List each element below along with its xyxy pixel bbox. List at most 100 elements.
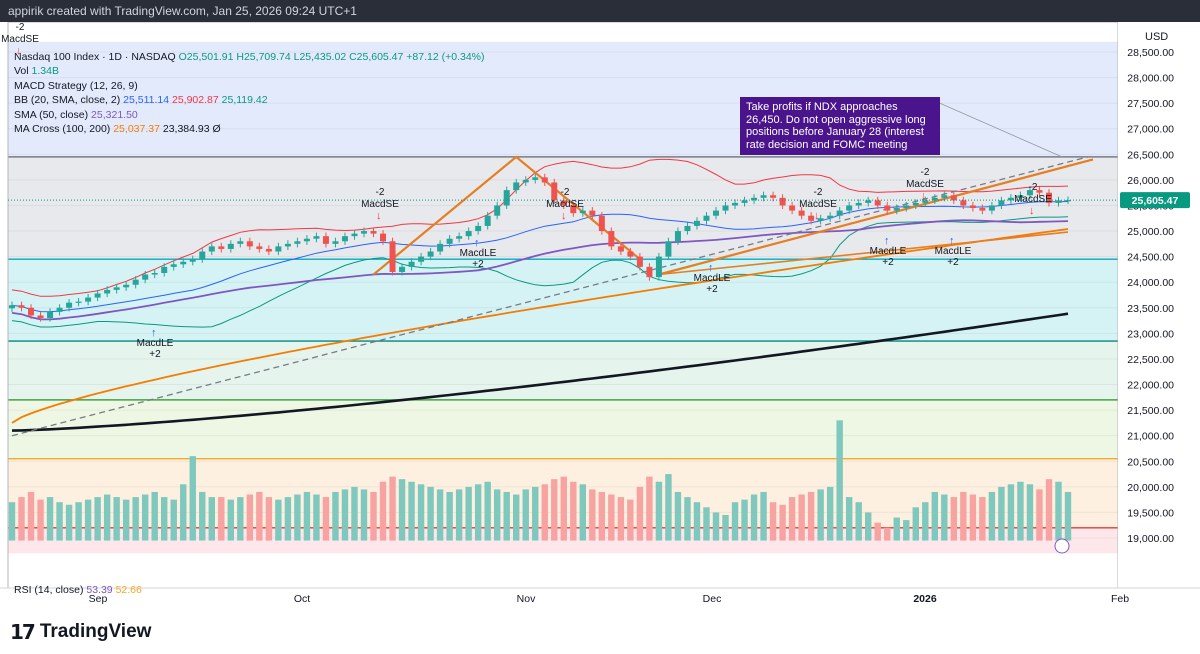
volume-bar	[132, 497, 139, 541]
volume-bar	[199, 491, 206, 541]
candle-body	[693, 220, 700, 226]
candle-body	[960, 200, 967, 206]
trend-channel-upper	[658, 158, 1094, 276]
volume-bar	[322, 497, 330, 541]
volume-bar	[65, 504, 73, 541]
volume-bar	[465, 486, 472, 541]
candle-body	[674, 231, 681, 242]
candle-body	[846, 205, 853, 211]
signal-label: MacdLE	[460, 248, 497, 259]
candle-body	[437, 243, 444, 252]
price-tick: 21,500.00	[1127, 405, 1174, 417]
price-tick: 19,500.00	[1127, 507, 1174, 519]
candle-body	[47, 311, 54, 319]
volume-bar	[665, 474, 672, 541]
candle-body	[28, 307, 35, 316]
candle-body	[789, 205, 796, 211]
candle-body	[608, 231, 615, 247]
dashed-trendline	[11, 156, 1089, 437]
candle-body	[313, 236, 320, 239]
candle-body	[522, 179, 529, 183]
candle-body	[465, 231, 472, 237]
volume-bar	[237, 497, 244, 541]
candle-body	[732, 202, 739, 206]
candle-body	[722, 205, 729, 211]
price-axis[interactable]: USD 28,500.00 28,000.00 27,500.00 27,000.00 2…	[8, 22, 1200, 608]
legend-bb-lower: 25,119.42	[221, 94, 268, 107]
volume-bar	[246, 494, 254, 541]
volume-bar	[636, 486, 644, 541]
volume-bar	[218, 497, 225, 541]
volume-bar	[94, 497, 101, 541]
volume-bar	[427, 486, 434, 541]
price-tick: 28,500.00	[1127, 47, 1174, 59]
candle-body	[284, 243, 291, 247]
volume-bar	[570, 481, 577, 541]
price-tick: 21,000.00	[1127, 431, 1174, 443]
legend-sma-row: SMA (50, close) 25,321.50	[14, 108, 485, 122]
volume-bar	[275, 499, 282, 541]
candle-body	[351, 233, 358, 237]
volume-bar	[1007, 484, 1015, 541]
volume-bar	[417, 484, 425, 541]
candle-body	[265, 248, 272, 252]
volume-bar	[817, 489, 824, 541]
volume-bar	[360, 489, 368, 541]
long-arrow-icon: ↑	[474, 237, 480, 249]
volume-bar	[370, 491, 377, 541]
volume-bar	[379, 481, 387, 541]
signal-count: +2	[882, 257, 894, 268]
time-axis[interactable]: Sep Oct Nov Dec 2026 Feb	[0, 538, 1200, 605]
zigzag-line	[372, 155, 641, 276]
volume-bar	[845, 497, 853, 541]
price-tick: 22,500.00	[1127, 354, 1174, 366]
annotation-note[interactable]: Take profits if NDX approaches 26,450. D…	[740, 97, 940, 155]
volume-bar	[874, 522, 881, 541]
signal-label: MacdSE	[361, 199, 399, 210]
signal-label: MacdSE	[546, 199, 584, 210]
candle-body	[408, 261, 415, 267]
volume-bar	[227, 499, 235, 541]
candle-body	[884, 205, 891, 211]
volume-bar	[760, 491, 767, 541]
signal-label: MacdSE	[1014, 194, 1052, 205]
candle-body	[341, 236, 348, 242]
candle-body	[399, 266, 406, 272]
signal-count: -2	[561, 187, 570, 198]
candle-body	[551, 182, 558, 201]
signal-label: MacdLE	[935, 246, 972, 257]
candle-body	[294, 241, 301, 244]
price-tick: 20,000.00	[1127, 482, 1174, 494]
candle-body	[361, 231, 367, 234]
chart-stage[interactable]: -2 MacdSE ↓ +2 MacdLE ↑ -2 MacdSE ↓ +2 MacdLE ↑ -2 Ma…	[0, 21, 1200, 608]
candle-body	[1017, 195, 1024, 198]
volume-bar	[189, 456, 196, 541]
volume-bar	[750, 494, 758, 541]
signal-count: +2	[472, 259, 484, 270]
candle-body	[988, 205, 995, 211]
legend-ma-label: MA Cross (100, 200)	[14, 123, 111, 136]
volume-bar	[8, 502, 16, 541]
short-arrow-icon: ↓	[814, 210, 820, 222]
signal-label: MacdLE	[694, 273, 731, 284]
legend-symbol: Nasdaq 100 Index · 1D · NASDAQ	[14, 51, 176, 63]
candle-body	[684, 225, 691, 232]
price-chart[interactable]: -2MacdSE↓+2MacdLE↑-2MacdSE↓+2MacdLE↑-2Ma…	[0, 21, 1200, 608]
candle-body	[132, 279, 139, 285]
candle-body	[1055, 200, 1062, 203]
candle-body	[827, 215, 834, 219]
price-tick: 26,000.00	[1127, 175, 1174, 187]
time-tick: Feb	[1111, 593, 1129, 605]
volume-bar	[389, 476, 396, 541]
volume-bar	[265, 497, 273, 541]
volume-bar	[170, 499, 177, 541]
candle-body	[246, 241, 253, 247]
candle-body	[94, 293, 101, 298]
volume-bar	[436, 489, 444, 541]
volume-bar	[503, 491, 510, 541]
volume-bar	[865, 512, 872, 541]
ma200-line	[11, 312, 1069, 432]
volume-bar	[1064, 491, 1072, 541]
volume-bar	[998, 486, 1005, 541]
tradingview-mark-icon: 17	[10, 620, 36, 644]
